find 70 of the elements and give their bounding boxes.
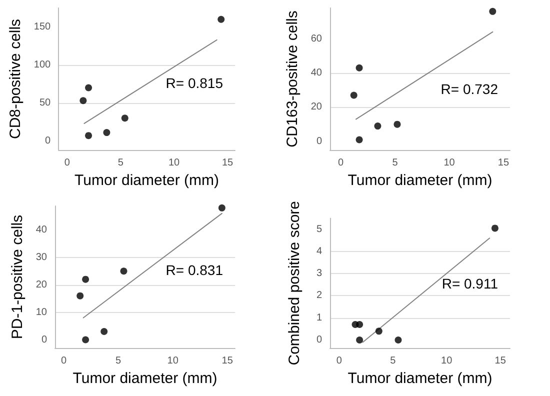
y-axis-title: PD-1-positive cells — [8, 214, 26, 340]
y-tick-label: 50 — [39, 97, 52, 108]
y-tick-label: 0 — [41, 334, 48, 346]
x-tick-label: 10 — [444, 158, 456, 168]
y-tick-label: 30 — [36, 252, 48, 263]
point — [394, 120, 401, 128]
x-tick-label: 15 — [494, 356, 506, 366]
y-tick-label: 150 — [34, 21, 52, 32]
y-tick-label: 10 — [36, 306, 48, 318]
y-tick-label: 2 — [316, 290, 322, 302]
x-axis-title: Tumor diameter (mm) — [348, 370, 492, 387]
y-tick-label: 40 — [36, 224, 48, 236]
x-tick-label: 0 — [64, 158, 70, 168]
x-axis-title: Tumor diameter (mm) — [74, 172, 220, 189]
point — [80, 97, 87, 104]
x-axis-title: Tumor diameter (mm) — [348, 172, 492, 189]
point — [76, 292, 84, 300]
point — [356, 336, 364, 344]
point — [356, 136, 363, 144]
point — [374, 122, 382, 130]
point — [120, 268, 128, 275]
point — [85, 84, 92, 92]
point — [356, 321, 364, 328]
annotation: R= 0.732 — [440, 81, 498, 98]
point — [491, 224, 498, 232]
y-tick-label: 20 — [310, 102, 322, 113]
point — [100, 328, 108, 336]
x-axis-title: Tumor diameter (mm) — [72, 370, 218, 387]
y-tick-label: 4 — [316, 246, 322, 257]
y-tick-label: 3 — [316, 268, 322, 280]
y-tick-label: 0 — [45, 135, 52, 146]
x-tick-label: 10 — [167, 356, 179, 366]
x-tick-label: 5 — [392, 158, 398, 168]
x-tick-label: 15 — [498, 158, 510, 168]
point — [375, 328, 382, 335]
point — [85, 132, 92, 140]
annotation: R= 0.815 — [166, 74, 224, 91]
x-tick-label: 10 — [168, 158, 180, 168]
y-tick-label: 60 — [310, 33, 322, 44]
y-tick-label: 20 — [36, 279, 48, 290]
y-tick-label: 0 — [316, 136, 322, 147]
point — [103, 129, 110, 136]
point — [350, 92, 358, 99]
x-tick-label: 15 — [222, 356, 234, 366]
x-tick-label: 0 — [336, 356, 342, 366]
y-tick-label: 5 — [316, 224, 322, 235]
x-tick-label: 5 — [118, 158, 124, 168]
point — [356, 64, 363, 72]
point — [394, 336, 402, 344]
y-tick-label: 100 — [34, 59, 52, 70]
y-axis-title: CD8-positive cells — [7, 18, 24, 140]
y-tick-label: 1 — [316, 312, 322, 324]
x-tick-label: 10 — [441, 356, 453, 366]
point — [218, 16, 225, 23]
x-tick-label: 5 — [390, 356, 396, 366]
annotation: R= 0.911 — [442, 276, 498, 292]
annotation: R= 0.831 — [166, 262, 224, 278]
point — [121, 114, 128, 122]
x-tick-label: 0 — [60, 356, 67, 366]
x-tick-label: 5 — [115, 356, 122, 366]
point — [489, 8, 496, 15]
y-axis-title: CD163-positive cells — [284, 10, 301, 148]
point — [82, 336, 90, 344]
y-tick-label: 0 — [316, 334, 322, 346]
x-tick-label: 0 — [338, 158, 344, 168]
x-tick-label: 15 — [222, 158, 234, 168]
y-axis-title: Combined positive score — [286, 201, 303, 366]
point — [82, 276, 90, 283]
y-tick-label: 40 — [310, 68, 322, 79]
point — [218, 204, 226, 212]
